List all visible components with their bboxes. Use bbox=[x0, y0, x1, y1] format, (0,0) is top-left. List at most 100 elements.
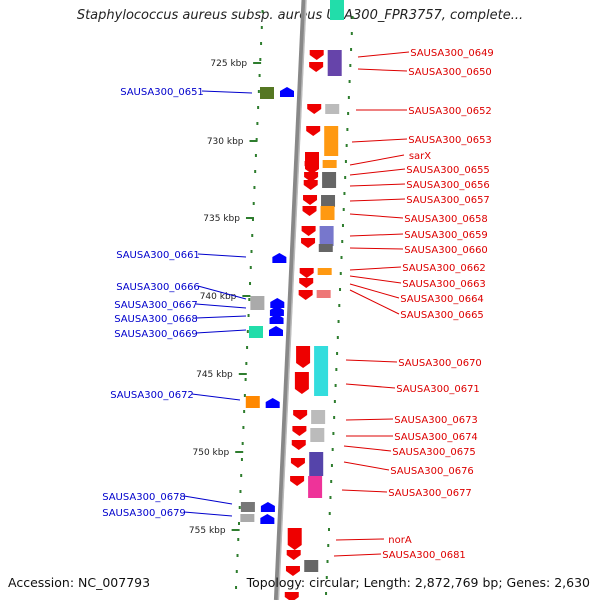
gene-block bbox=[311, 410, 326, 424]
gene-block bbox=[316, 290, 331, 298]
tick-dot-left bbox=[246, 346, 249, 349]
forward-gene-label: SAUSA300_0661 bbox=[116, 250, 200, 261]
tick-dot-right bbox=[325, 592, 328, 595]
gene-block bbox=[330, 0, 344, 20]
tick-dot-right bbox=[326, 560, 329, 563]
tick-dot-left bbox=[246, 330, 249, 333]
reverse-gene-arrow bbox=[294, 372, 309, 394]
reverse-gene-arrow bbox=[307, 104, 322, 114]
reverse-gene-arrow bbox=[302, 206, 317, 216]
tick-dot-right bbox=[345, 144, 348, 147]
tick-dot-right bbox=[344, 176, 347, 179]
reverse-label-leader bbox=[345, 418, 394, 421]
tick-dot-right bbox=[327, 544, 330, 547]
forward-gene-arrow bbox=[279, 87, 294, 97]
tick-dot-left bbox=[254, 170, 257, 173]
forward-label-leader bbox=[195, 315, 247, 319]
reverse-gene-label: SAUSA300_0673 bbox=[394, 415, 478, 426]
tick-dot-right bbox=[349, 64, 352, 67]
tick-dot-right bbox=[330, 464, 333, 467]
reverse-label-leader bbox=[349, 275, 402, 284]
reverse-gene-label: SAUSA300_0649 bbox=[410, 48, 494, 59]
forward-label-leader bbox=[183, 511, 233, 517]
tick-dot-left bbox=[241, 442, 244, 445]
reverse-label-leader bbox=[349, 283, 400, 299]
tick-dot-right bbox=[346, 128, 349, 131]
reverse-gene-arrow bbox=[301, 226, 316, 236]
reverse-gene-arrow bbox=[299, 278, 314, 288]
reverse-label-leader bbox=[341, 489, 388, 493]
gene-block bbox=[314, 346, 329, 396]
reverse-gene-arrow bbox=[290, 476, 305, 486]
reverse-gene-arrow bbox=[298, 290, 313, 300]
tick-dot-left bbox=[235, 570, 238, 573]
tick-dot-right bbox=[350, 32, 353, 35]
reverse-gene-label: SAUSA300_0662 bbox=[402, 263, 486, 274]
reverse-gene-label: SAUSA300_0650 bbox=[408, 67, 492, 78]
tick-dot-left bbox=[248, 298, 251, 301]
tick-dot-left bbox=[237, 538, 240, 541]
reverse-gene-label: norA bbox=[388, 535, 412, 546]
backbone-highlight bbox=[277, 0, 307, 600]
forward-label-leader bbox=[183, 495, 233, 505]
forward-gene-arrow bbox=[270, 298, 285, 308]
tick-dot-right bbox=[333, 400, 336, 403]
forward-label-leader bbox=[197, 285, 247, 300]
reverse-gene-arrow bbox=[291, 440, 306, 450]
reverse-gene-label: SAUSA300_0674 bbox=[394, 432, 478, 443]
tick-dot-left bbox=[249, 266, 252, 269]
gene-block bbox=[308, 476, 323, 498]
reverse-gene-label: SAUSA300_0663 bbox=[402, 279, 486, 290]
tick-dot-left bbox=[238, 506, 241, 509]
scale-label: 750 kbp bbox=[193, 448, 230, 458]
gene-block bbox=[310, 428, 325, 442]
tick-dot-left bbox=[240, 474, 243, 477]
tick-dot-left bbox=[242, 426, 245, 429]
reverse-label-leader bbox=[357, 68, 408, 72]
tick-dot-left bbox=[261, 10, 264, 13]
reverse-gene-arrow bbox=[303, 180, 318, 190]
reverse-label-leader bbox=[349, 183, 406, 187]
reverse-gene-arrow bbox=[306, 126, 321, 136]
tick-dot-left bbox=[260, 26, 263, 29]
tick-dot-left bbox=[257, 90, 260, 93]
tick-dot-right bbox=[351, 16, 354, 19]
gene-block bbox=[304, 560, 319, 572]
reverse-gene-arrow bbox=[293, 410, 308, 420]
gene-block-left bbox=[240, 514, 255, 522]
tick-dot-left bbox=[240, 458, 243, 461]
forward-gene-label: SAUSA300_0679 bbox=[102, 508, 186, 519]
gene-block bbox=[322, 172, 337, 188]
gene-block-left bbox=[250, 296, 265, 310]
tick-dot-right bbox=[350, 48, 353, 51]
tick-dot-left bbox=[249, 282, 252, 285]
tick-dot-right bbox=[340, 256, 343, 259]
reverse-gene-label: SAUSA300_0656 bbox=[406, 180, 490, 191]
tick-dot-right bbox=[344, 160, 347, 163]
scale-label: 735 kbp bbox=[203, 214, 240, 224]
tick-dot-right bbox=[347, 96, 350, 99]
reverse-gene-label: SAUSA300_0671 bbox=[396, 384, 480, 395]
scale-label: 725 kbp bbox=[210, 59, 247, 69]
gene-block-left bbox=[259, 87, 274, 99]
reverse-gene-arrow bbox=[309, 62, 324, 72]
gene-block bbox=[320, 206, 335, 220]
reverse-gene-label: SAUSA300_0659 bbox=[404, 230, 488, 241]
tick-dot-left bbox=[257, 106, 260, 109]
tick-dot-left bbox=[255, 138, 258, 141]
reverse-gene-label: sarX bbox=[409, 151, 431, 162]
reverse-label-leader bbox=[349, 266, 402, 271]
tick-dot-right bbox=[347, 112, 350, 115]
tick-dot-right bbox=[342, 208, 345, 211]
forward-gene-arrow bbox=[269, 314, 284, 324]
forward-gene-label: SAUSA300_0667 bbox=[114, 300, 198, 311]
scale-label: 745 kbp bbox=[196, 370, 233, 380]
reverse-gene-arrow bbox=[309, 50, 324, 60]
gene-block bbox=[324, 126, 339, 156]
tick-dot-right bbox=[330, 480, 333, 483]
gene-block bbox=[325, 104, 340, 114]
tick-dot-left bbox=[256, 122, 259, 125]
tick-dot-right bbox=[332, 432, 335, 435]
reverse-label-leader bbox=[349, 289, 400, 315]
